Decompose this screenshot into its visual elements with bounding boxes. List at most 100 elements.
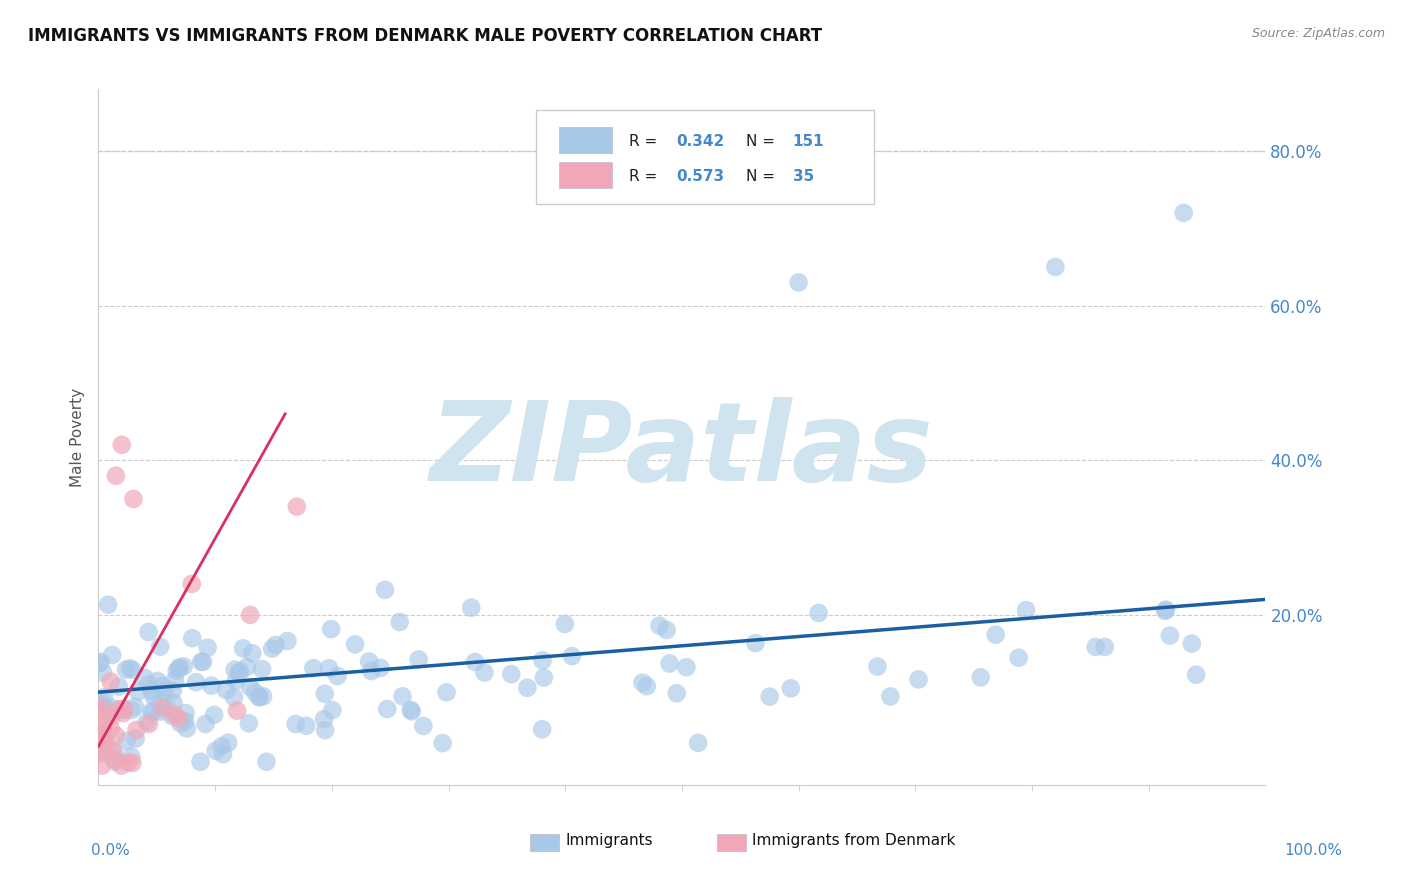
Point (215, 683, 238, 698)
Point (217, 736, 239, 750)
Point (90, 730, 112, 744)
Text: 0.573: 0.573 (676, 169, 724, 184)
Point (264, 638, 287, 652)
Point (190, 655, 212, 669)
Point (100, 674, 122, 689)
Point (284, 717, 307, 731)
Point (391, 690, 413, 704)
Point (90, 699, 112, 714)
Bar (530, 834, 560, 851)
Point (285, 500, 308, 514)
Point (89, 657, 111, 671)
Point (412, 719, 434, 733)
Point (408, 652, 430, 666)
Point (907, 673, 929, 687)
Point (169, 716, 191, 731)
Point (321, 703, 343, 717)
Point (202, 707, 225, 722)
Point (1181, 636, 1204, 650)
Text: ZIPatlas: ZIPatlas (430, 398, 934, 505)
Point (115, 734, 138, 748)
Point (655, 623, 678, 637)
Point (314, 723, 336, 738)
Point (118, 661, 141, 675)
Point (142, 690, 165, 704)
Point (1045, 260, 1067, 274)
Point (1084, 640, 1107, 654)
Point (243, 685, 266, 699)
Point (204, 744, 226, 758)
Text: 35: 35 (793, 169, 814, 184)
Bar (560, 127, 612, 153)
Point (212, 747, 235, 762)
Point (295, 719, 318, 733)
Point (675, 660, 697, 674)
Point (200, 679, 222, 693)
Point (104, 468, 127, 483)
Point (190, 755, 212, 769)
Point (146, 673, 169, 688)
Point (173, 659, 195, 673)
Point (866, 659, 889, 673)
Point (464, 655, 486, 669)
Point (104, 752, 127, 766)
Point (156, 700, 179, 714)
Point (91, 734, 114, 748)
Point (160, 709, 183, 723)
Point (250, 662, 273, 676)
Point (239, 680, 262, 694)
Point (90, 655, 112, 669)
Point (167, 662, 190, 676)
Point (169, 660, 191, 674)
Point (176, 722, 198, 736)
Point (149, 640, 172, 654)
Point (100, 700, 122, 714)
Point (370, 661, 392, 675)
Point (744, 636, 766, 650)
Point (142, 706, 165, 720)
Point (87, 704, 110, 718)
Point (326, 669, 349, 683)
Point (101, 648, 124, 662)
Point (138, 625, 160, 640)
Point (94, 734, 117, 748)
Point (152, 700, 174, 714)
Point (184, 675, 207, 690)
Point (302, 661, 325, 675)
Point (1015, 603, 1038, 617)
Point (879, 690, 901, 704)
Text: IMMIGRANTS VS IMMIGRANTS FROM DENMARK MALE POVERTY CORRELATION CHART: IMMIGRANTS VS IMMIGRANTS FROM DENMARK MA… (28, 27, 823, 45)
Point (112, 706, 135, 720)
Point (226, 704, 249, 718)
Point (89, 700, 111, 714)
Point (252, 690, 274, 704)
Point (531, 653, 554, 667)
Point (344, 637, 367, 651)
Point (167, 712, 190, 726)
Point (1154, 602, 1177, 616)
Point (256, 755, 278, 769)
Point (124, 731, 146, 746)
Point (211, 739, 233, 754)
Point (318, 661, 340, 675)
Point (238, 716, 260, 731)
Point (401, 705, 423, 719)
Point (665, 686, 688, 700)
Point (1008, 650, 1031, 665)
Point (636, 679, 658, 693)
Point (197, 640, 219, 655)
Point (374, 582, 396, 597)
Point (648, 618, 671, 632)
Point (969, 670, 991, 684)
Point (321, 622, 343, 636)
Point (631, 675, 654, 690)
Point (138, 717, 160, 731)
Text: 151: 151 (793, 134, 824, 149)
Point (222, 690, 245, 705)
Point (181, 631, 204, 645)
Point (807, 606, 830, 620)
Y-axis label: Male Poverty: Male Poverty (69, 387, 84, 487)
Point (224, 663, 246, 677)
Point (1173, 206, 1195, 220)
Point (554, 617, 576, 632)
